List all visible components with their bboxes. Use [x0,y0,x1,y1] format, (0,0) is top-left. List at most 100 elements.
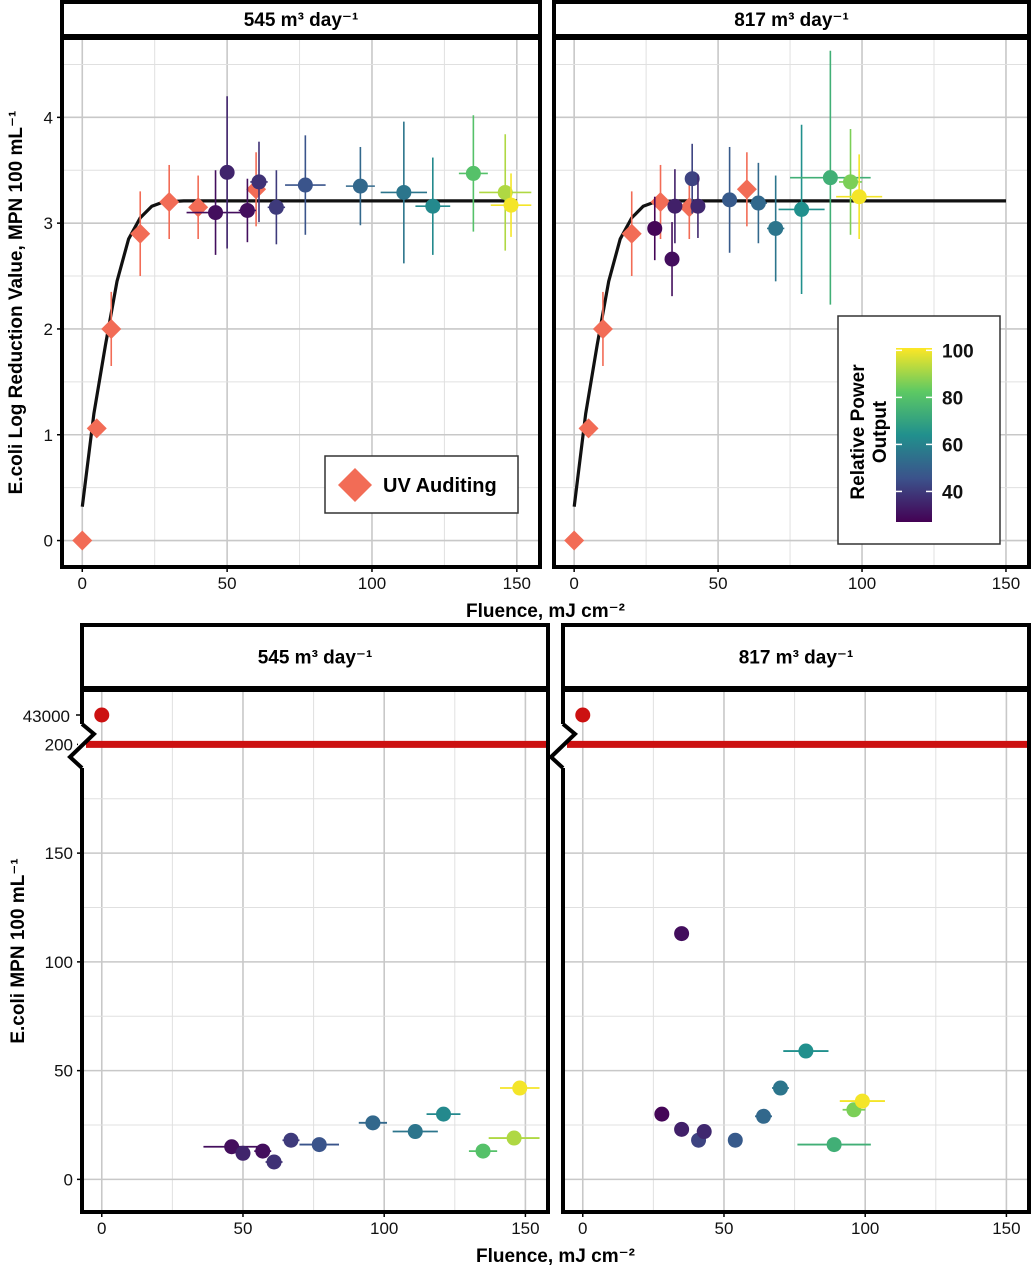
data-point [722,192,738,208]
axis-break-zigzag [548,722,578,770]
data-point [208,205,224,221]
auditing-point [592,318,613,339]
data-point [268,199,284,215]
bottom-chart-mpn: 545 m³ day⁻¹ 0 50 100 150 817 m³ day⁻¹ 0 50 100 1… [8,623,1031,1267]
data-point [696,1124,712,1140]
data-point [235,1145,251,1161]
legend-key-diamond [338,468,372,502]
y-tick-label: 100 [45,953,73,972]
data-point [727,1132,743,1148]
facet-title: 545 m³ day⁻¹ [258,648,373,669]
auditing-point [86,418,107,439]
data-point [251,174,267,190]
facet-title: 817 m³ day⁻¹ [734,10,849,31]
data-point [219,164,235,180]
facet-strip [561,623,1031,690]
auditing-point [130,223,151,244]
x-tick-label: 0 [97,1219,106,1238]
data-point [503,197,519,213]
data-point [497,184,513,200]
data-point [465,165,481,181]
axis-break-zigzag [67,722,97,770]
data-point [311,1137,327,1153]
data-point [750,195,766,211]
data-point [690,198,706,214]
x-tick-label: 50 [234,1219,253,1238]
data-point [667,198,683,214]
x-tick-label: 0 [578,1219,587,1238]
colorbar-tick-label: 100 [942,341,974,362]
data-point [674,926,690,942]
auditing-point [621,223,642,244]
top-chart-lrv: 545 m³ day⁻¹ 0 50 100 150 817 m³ day⁻¹ 0 50 100 1… [6,0,1031,622]
y-tick-label: 200 [45,735,73,754]
data-point [798,1043,814,1059]
x-tick-label: 50 [715,1219,734,1238]
colorbar-relative-power: 40 60 80 100 Relative Power Output [837,315,1001,545]
x-tick-label: 150 [992,1219,1020,1238]
y-tick-label: 0 [64,1170,73,1189]
data-point [396,184,412,200]
x-tick-label: 150 [503,574,531,593]
data-point [425,198,441,214]
x-tick-label: 50 [709,574,728,593]
panel-border [60,36,542,569]
auditing-point [159,191,180,212]
y-break-label: 43000 [23,707,70,726]
colorbar-title-line2: Output [870,400,891,463]
auditing-point [101,318,122,339]
y-tick-label: 2 [44,320,53,339]
x-tick-label: 150 [511,1219,539,1238]
colorbar-title-line1: Relative Power [848,364,869,500]
data-point [664,251,680,267]
y-axis-title: E.coli Log Reduction Value, MPN 100 mL⁻¹ [6,111,27,495]
x-tick-label: 100 [358,574,386,593]
data-point [674,1121,690,1137]
y-tick-label: 150 [45,844,73,863]
axis-break-group: 43000 [23,707,578,770]
data-point [772,1080,788,1096]
facet-title: 817 m³ day⁻¹ [739,648,854,669]
data-point [239,202,255,218]
colorbar-scale [896,348,932,522]
facet-panel-2: 817 m³ day⁻¹ 0 50 100 150 [561,623,1031,1238]
plot-background [82,690,548,1212]
data-point [854,1093,870,1109]
panel-border [561,688,1031,1214]
data-point [826,1137,842,1153]
y-tick-label: 3 [44,214,53,233]
x-tick-label: 100 [370,1219,398,1238]
auditing-point [564,530,585,551]
data-point [255,1143,271,1159]
data-point [352,178,368,194]
data-point [512,1080,528,1096]
auditing-point [72,530,93,551]
colorbar-tick-label: 60 [942,435,963,456]
facet-strip [552,0,1031,38]
data-point [407,1124,423,1140]
y-tick-label: 0 [44,532,53,551]
data-point [506,1130,522,1146]
data-point [475,1143,491,1159]
x-axis-title: Fluence, mJ cm⁻² [466,601,625,622]
data-point [436,1106,452,1122]
colorbar-tick-label: 80 [942,388,963,409]
legend-label: UV Auditing [383,475,497,497]
facet-title: 545 m³ day⁻¹ [244,10,359,31]
x-tick-label: 100 [848,574,876,593]
data-point [756,1108,772,1124]
data-point [768,220,784,236]
y-tick-label: 50 [54,1062,73,1081]
auditing-point [736,179,757,200]
y-tick-label: 1 [44,426,53,445]
data-point [684,171,700,187]
x-tick-label: 0 [78,574,87,593]
data-point [297,177,313,193]
x-tick-label: 100 [851,1219,879,1238]
colorbar-tick-label: 40 [942,482,963,503]
panel-border [80,688,550,1214]
data-point [822,170,838,186]
data-point [266,1154,282,1170]
data-point [794,201,810,217]
